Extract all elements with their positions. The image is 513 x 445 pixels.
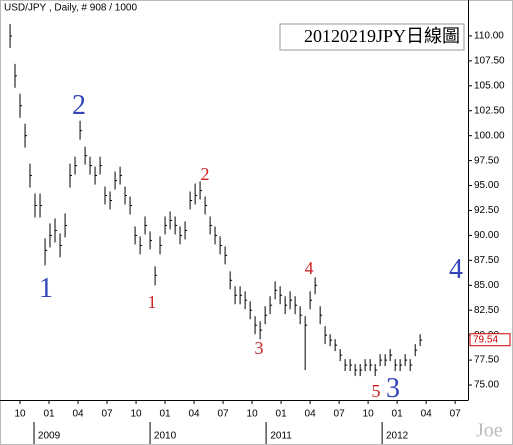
x-tick-label: 01 bbox=[276, 409, 288, 420]
y-tick-label: 110.00 bbox=[474, 31, 504, 42]
x-tick-label: 01 bbox=[43, 409, 55, 420]
y-tick-label: 87.50 bbox=[474, 255, 499, 266]
wave-label: 1 bbox=[148, 292, 157, 312]
x-tick-label: 10 bbox=[130, 409, 142, 420]
x-tick-label: 01 bbox=[392, 409, 404, 420]
x-tick-label: 10 bbox=[14, 409, 26, 420]
y-tick-label: 75.00 bbox=[474, 380, 499, 391]
x-tick-label: 04 bbox=[305, 409, 317, 420]
watermark: Joe bbox=[476, 420, 503, 442]
year-label: 2010 bbox=[154, 431, 177, 442]
wave-label: 4 bbox=[449, 254, 463, 285]
year-label: 2011 bbox=[270, 431, 292, 442]
title-box bbox=[279, 23, 465, 51]
y-tick-label: 105.00 bbox=[474, 80, 505, 91]
y-tick-label: 90.00 bbox=[474, 230, 499, 241]
y-tick-label: 97.50 bbox=[474, 155, 499, 166]
x-tick-label: 07 bbox=[334, 409, 346, 420]
y-tick-label: 95.00 bbox=[474, 180, 499, 191]
wave-label: 3 bbox=[386, 373, 400, 404]
year-label: 2012 bbox=[386, 431, 409, 442]
x-tick-label: 01 bbox=[159, 409, 171, 420]
x-tick-label: 04 bbox=[72, 409, 84, 420]
y-tick-label: 82.50 bbox=[474, 305, 499, 316]
last-value-box bbox=[469, 333, 511, 347]
wave-label: 5 bbox=[372, 381, 381, 401]
wave-label: 4 bbox=[305, 258, 314, 278]
wave-label: 2 bbox=[201, 164, 210, 184]
wave-label: 1 bbox=[39, 273, 53, 304]
y-tick-label: 100.00 bbox=[474, 130, 505, 141]
x-tick-label: 10 bbox=[363, 409, 375, 420]
x-tick-label: 07 bbox=[450, 409, 462, 420]
x-tick-label: 07 bbox=[218, 409, 230, 420]
header: USD/JPY , Daily, # 908 / 1000 bbox=[4, 3, 137, 14]
x-tick-label: 07 bbox=[101, 409, 113, 420]
chart-title: 20120219JPY日線圖 bbox=[304, 26, 460, 46]
x-tick-label: 04 bbox=[189, 409, 201, 420]
y-tick-label: 77.50 bbox=[474, 355, 499, 366]
y-tick-label: 102.50 bbox=[474, 105, 505, 116]
x-tick-label: 04 bbox=[421, 409, 433, 420]
y-tick-label: 92.50 bbox=[474, 205, 499, 216]
wave-label: 3 bbox=[255, 338, 264, 358]
y-tick-label: 107.50 bbox=[474, 56, 505, 67]
wave-label: 2 bbox=[72, 90, 86, 121]
y-tick-label: 85.00 bbox=[474, 280, 499, 291]
x-tick-label: 10 bbox=[247, 409, 259, 420]
year-label: 2009 bbox=[38, 431, 61, 442]
last-value-label: 79.54 bbox=[473, 334, 498, 345]
